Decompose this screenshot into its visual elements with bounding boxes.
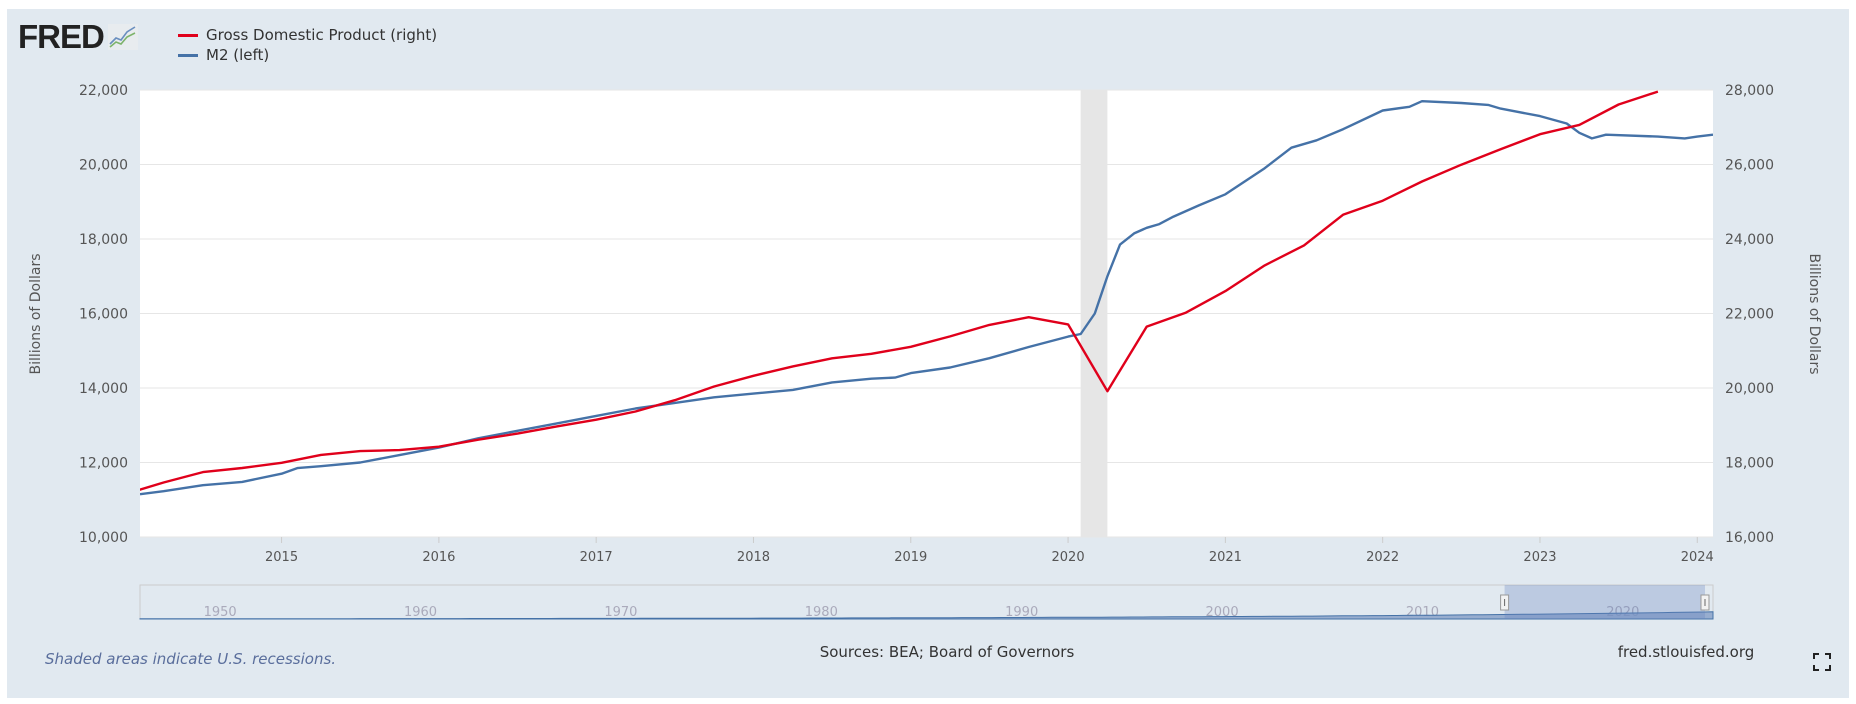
sources-text: Sources: BEA; Board of Governors [819, 643, 1075, 661]
y-right-tick-label: 16,000 [1725, 530, 1774, 546]
x-tick-label: 2024 [1681, 550, 1714, 565]
y-right-label: Billions of Dollars [1806, 253, 1822, 374]
y-left-label: Billions of Dollars [28, 253, 44, 374]
x-tick-label: 2017 [580, 550, 613, 565]
x-tick-label: 2023 [1523, 550, 1556, 565]
fred-logo[interactable]: FRED [18, 18, 138, 55]
x-tick-label: 2018 [737, 550, 770, 565]
y-right-tick-label: 20,000 [1725, 381, 1774, 397]
x-tick-label: 2015 [265, 550, 298, 565]
chart-line-icon [107, 24, 138, 50]
y-left-tick-label: 18,000 [79, 232, 128, 248]
y-left-tick-label: 22,000 [79, 83, 128, 99]
legend-item-gdp[interactable]: Gross Domestic Product (right) [178, 25, 437, 45]
x-tick-label: 2016 [422, 550, 455, 565]
y-right-tick-label: 22,000 [1725, 307, 1774, 323]
navigator-tick-label: 1970 [604, 605, 637, 620]
x-tick-label: 2022 [1366, 550, 1399, 565]
logo-text: FRED [18, 18, 105, 55]
navigator-tick-label: 1960 [404, 605, 437, 620]
y-left-tick-label: 20,000 [79, 158, 128, 174]
y-left-tick-label: 16,000 [79, 307, 128, 323]
navigator-series [139, 611, 1714, 620]
navigator-selection [1504, 585, 1705, 619]
x-tick-label: 2020 [1052, 550, 1085, 565]
legend: Gross Domestic Product (right) M2 (left) [178, 25, 437, 65]
gdp-swatch [178, 33, 198, 37]
y-left-tick-label: 12,000 [79, 456, 128, 472]
navigator-frame [139, 584, 1714, 620]
site-link[interactable]: fred.stlouisfed.org [1617, 643, 1755, 661]
x-tick-label: 2021 [1209, 550, 1242, 565]
m2-swatch [178, 53, 198, 57]
navigator-tick-label: 1980 [805, 605, 838, 620]
navigator-tick-label: 1990 [1005, 605, 1038, 620]
gdp-line [140, 90, 1659, 491]
legend-item-m2[interactable]: M2 (left) [178, 45, 437, 65]
legend-label-gdp: Gross Domestic Product (right) [206, 26, 438, 44]
fullscreen-icon[interactable] [1813, 653, 1831, 671]
y-left-tick-label: 10,000 [79, 530, 128, 546]
y-right-tick-label: 26,000 [1725, 158, 1774, 174]
y-right-tick-label: 28,000 [1725, 83, 1774, 99]
x-tick-label: 2019 [894, 550, 927, 565]
y-right-tick-label: 18,000 [1725, 456, 1774, 472]
recession-note: Shaded areas indicate U.S. recessions. [45, 650, 337, 668]
legend-label-m2: M2 (left) [206, 46, 270, 64]
y-right-tick-label: 24,000 [1725, 232, 1774, 248]
navigator-tick-label: 1950 [204, 605, 237, 620]
y-left-tick-label: 14,000 [79, 381, 128, 397]
